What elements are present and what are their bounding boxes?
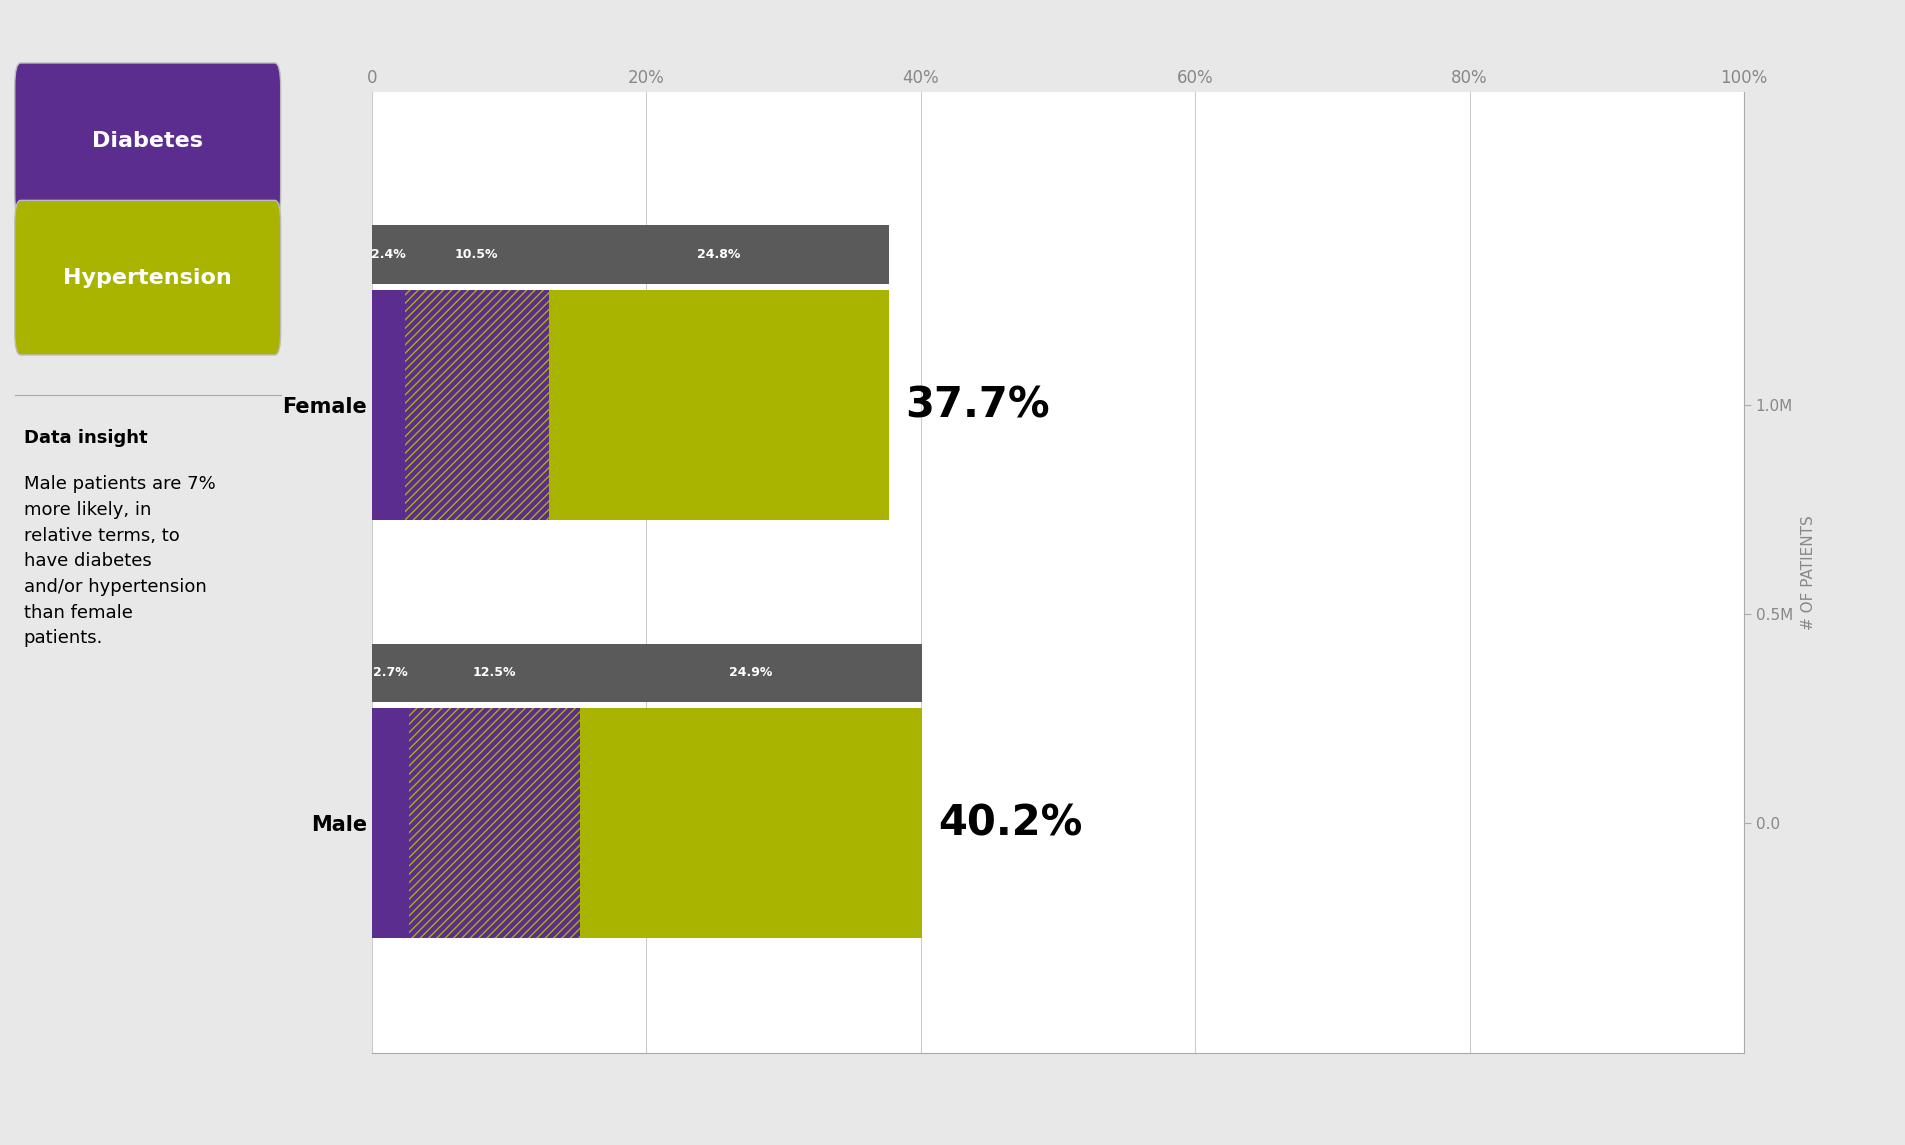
Text: 10.5%: 10.5% (455, 248, 497, 261)
FancyBboxPatch shape (15, 200, 280, 355)
Bar (404, 290, 549, 520)
Bar (371, 290, 404, 520)
Text: 2.7%: 2.7% (373, 666, 408, 679)
Text: 40.2%: 40.2% (937, 803, 1082, 844)
Bar (579, 643, 922, 702)
Text: 2.4%: 2.4% (371, 248, 406, 261)
Bar (371, 709, 408, 939)
Bar (408, 709, 579, 939)
Text: 37.7%: 37.7% (905, 385, 1050, 426)
Bar (549, 290, 888, 520)
Bar (408, 643, 579, 702)
Bar (408, 709, 579, 939)
Text: 24.8%: 24.8% (697, 248, 741, 261)
Text: 12.5%: 12.5% (472, 666, 516, 679)
Text: Data insight: Data insight (23, 429, 147, 448)
FancyBboxPatch shape (15, 63, 280, 218)
Text: Male patients are 7%
more likely, in
relative terms, to
have diabetes
and/or hyp: Male patients are 7% more likely, in rel… (23, 475, 215, 647)
Y-axis label: # OF PATIENTS: # OF PATIENTS (1800, 515, 1815, 630)
Text: Hypertension: Hypertension (63, 268, 232, 289)
Text: Diabetes: Diabetes (91, 131, 204, 151)
Bar (549, 226, 888, 284)
Bar (371, 643, 408, 702)
Bar (579, 709, 922, 939)
Bar (371, 226, 404, 284)
Bar (404, 290, 549, 520)
Bar (404, 226, 549, 284)
Text: 24.9%: 24.9% (730, 666, 772, 679)
